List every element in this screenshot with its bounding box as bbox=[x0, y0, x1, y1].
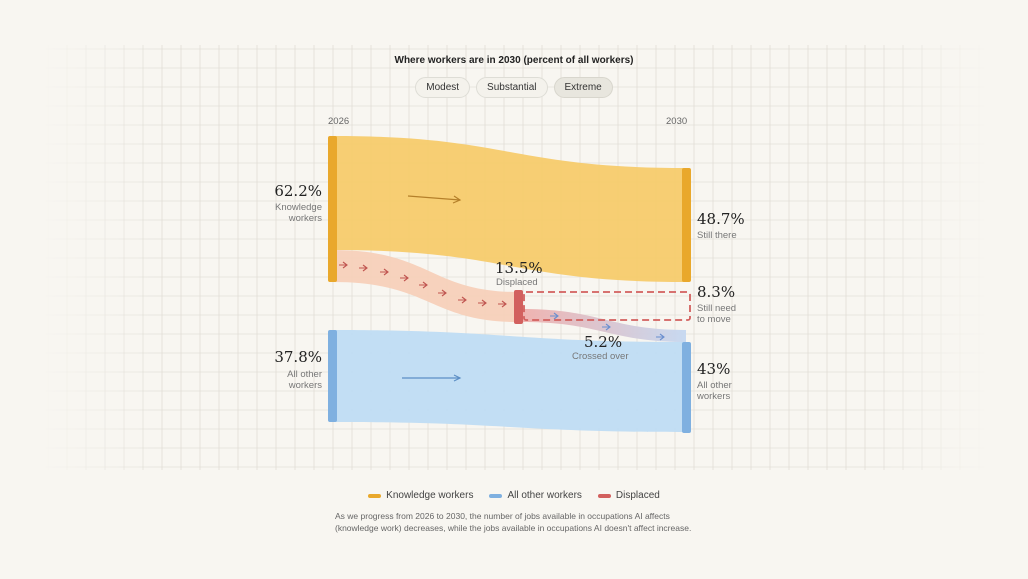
crossed-over-arrow bbox=[602, 323, 611, 331]
displaced-arrow bbox=[380, 268, 389, 276]
crossed-over-arrow bbox=[550, 312, 559, 320]
legend-item-displaced: Displaced bbox=[597, 490, 660, 501]
other-2030-label: All other workers bbox=[697, 380, 732, 402]
displaced-label: Displaced bbox=[496, 277, 538, 288]
displaced-arrow bbox=[478, 299, 487, 307]
crossed-over-arrow bbox=[656, 333, 665, 341]
legend-swatch-displaced bbox=[597, 493, 611, 498]
displaced-arrow bbox=[400, 274, 409, 282]
legend-label-knowledge: Knowledge workers bbox=[386, 490, 474, 501]
scenario-substantial-button[interactable]: Substantial bbox=[476, 77, 548, 98]
displaced-value: 13.5% bbox=[495, 259, 543, 277]
legend: Knowledge workers All other workers Disp… bbox=[0, 490, 1028, 501]
still-there-value: 48.7% bbox=[697, 210, 745, 228]
displaced-arrow bbox=[419, 281, 428, 289]
knowledge-2026-label: Knowledge workers bbox=[274, 202, 322, 224]
chart-title: Where workers are in 2030 (percent of al… bbox=[394, 55, 634, 66]
legend-item-other: All other workers bbox=[489, 490, 582, 501]
other-2030-value: 43% bbox=[697, 360, 731, 378]
other-2026-value: 37.8% bbox=[274, 348, 322, 366]
displaced-arrow bbox=[339, 261, 348, 269]
bar-other-2026 bbox=[328, 330, 337, 422]
displaced-arrow bbox=[359, 264, 368, 272]
knowledge-2026-value: 62.2% bbox=[274, 182, 322, 200]
other-2026-label: All other workers bbox=[287, 369, 322, 391]
arrows-displaced bbox=[339, 261, 507, 308]
still-need-to-move-label: Still need to move bbox=[697, 303, 737, 325]
displaced-arrow bbox=[458, 296, 467, 304]
legend-swatch-other bbox=[489, 493, 503, 498]
displaced-arrow bbox=[498, 300, 507, 308]
flow-other-workers bbox=[333, 330, 686, 432]
crossed-over-label: Crossed over bbox=[572, 351, 629, 362]
displaced-arrow bbox=[438, 289, 447, 297]
flow-displaced-crossed-over bbox=[522, 309, 686, 342]
chart-caption: As we progress from 2026 to 2030, the nu… bbox=[335, 511, 692, 533]
scenario-toggle: Modest Substantial Extreme bbox=[0, 77, 1028, 98]
bar-other-2030 bbox=[682, 342, 691, 433]
bar-still-there-2030 bbox=[682, 168, 691, 282]
year-start-label: 2026 bbox=[328, 116, 350, 127]
arrow-other bbox=[402, 374, 462, 382]
legend-item-knowledge: Knowledge workers bbox=[368, 490, 473, 501]
bar-knowledge-2026 bbox=[328, 136, 337, 282]
arrows-crossed-over bbox=[550, 312, 665, 341]
legend-swatch-knowledge bbox=[368, 493, 382, 498]
flow-knowledge-still-there bbox=[333, 136, 686, 282]
legend-label-other: All other workers bbox=[507, 490, 582, 501]
still-there-label: Still there bbox=[697, 230, 737, 241]
scenario-modest-button[interactable]: Modest bbox=[415, 77, 471, 98]
arrow-knowledge bbox=[407, 195, 462, 204]
legend-label-displaced: Displaced bbox=[615, 490, 660, 501]
crossed-over-value: 5.2% bbox=[584, 333, 623, 351]
scenario-extreme-button[interactable]: Extreme bbox=[553, 77, 613, 98]
still-need-to-move-dashed-box bbox=[523, 291, 691, 321]
year-end-label: 2030 bbox=[666, 116, 688, 127]
bar-displaced bbox=[514, 290, 523, 324]
still-need-to-move-value: 8.3% bbox=[697, 283, 736, 301]
